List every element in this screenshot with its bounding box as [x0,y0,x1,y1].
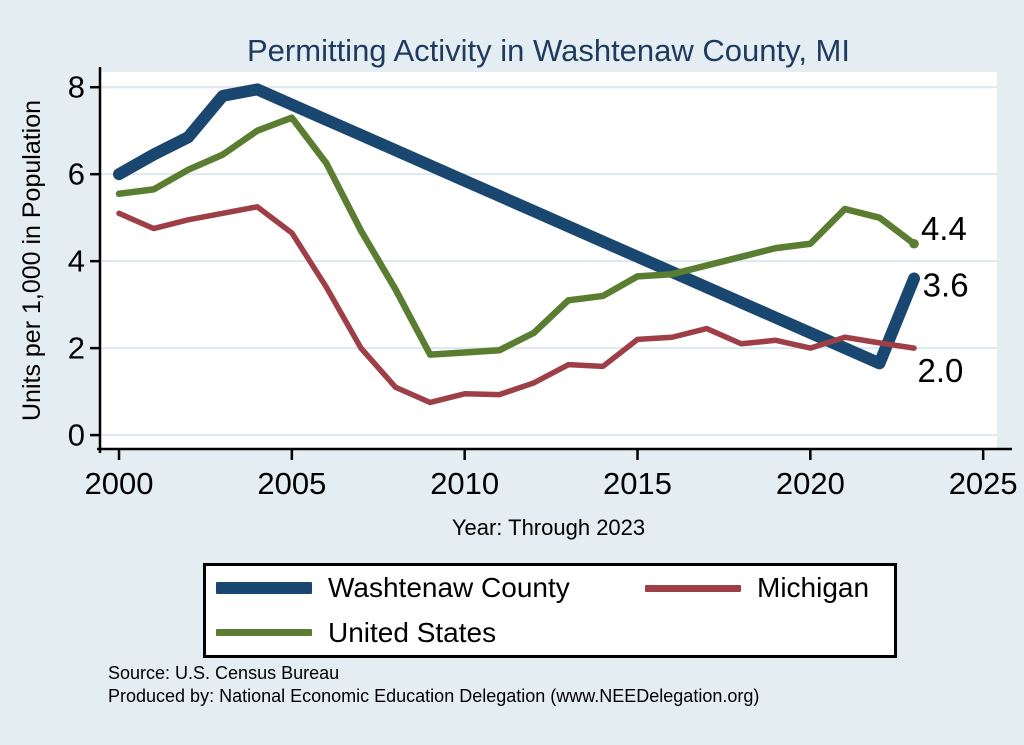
series-end-marker-united-states [909,238,919,249]
chart-title: Permitting Activity in Washtenaw County,… [247,33,850,68]
chart-legend: Washtenaw County Michigan United States [203,563,897,658]
x-tick-label-2020: 2020 [776,466,845,501]
series-line-michigan [116,204,917,406]
y-tick-label-6: 6 [68,157,85,192]
chart-plot: 0 2 4 6 8 2000 2005 2010 2015 2020 2025 Units per 1… [18,67,1018,501]
y-tick-label-2: 2 [68,331,85,366]
legend-swatch-washtenaw-county [216,582,312,595]
legend-label-washtenaw-county: Washtenaw County [328,572,570,604]
y-tick-label-4: 4 [68,244,85,279]
x-tick-label-2015: 2015 [603,466,672,501]
y-tick-label-8: 8 [68,70,85,105]
source-line-1: Source: U.S. Census Bureau [108,663,340,683]
y-axis-title: Units per 1,000 in Population [18,100,46,421]
legend-label-united-states: United States [328,616,497,648]
y-tick-label-0: 0 [68,418,85,453]
end-label-4.4: 4.4 [921,210,967,247]
x-axis-title: Year: Through 2023 [451,515,646,540]
x-tick-label-2000: 2000 [85,466,154,501]
series-line-washtenaw-county [113,83,921,370]
legend-item-united-states: United States [216,617,645,649]
x-tick-label-2005: 2005 [257,466,326,501]
source-line-2: Produced by: National Economic Education… [108,686,760,706]
legend-item-michigan: Michigan [645,572,894,604]
end-label-3.6: 3.6 [923,267,969,304]
legend-swatch-michigan [645,584,741,592]
x-tick-label-2025: 2025 [949,466,1018,501]
source-note: Source: U.S. Census Bureau Produced by: … [108,662,759,708]
x-tick-label-2010: 2010 [430,466,499,501]
legend-swatch-united-states [216,629,312,637]
legend-label-michigan: Michigan [757,572,870,604]
end-label-2.0: 2.0 [917,352,963,389]
series-line-united-states [115,114,918,358]
legend-item-washtenaw-county: Washtenaw County [216,572,645,604]
